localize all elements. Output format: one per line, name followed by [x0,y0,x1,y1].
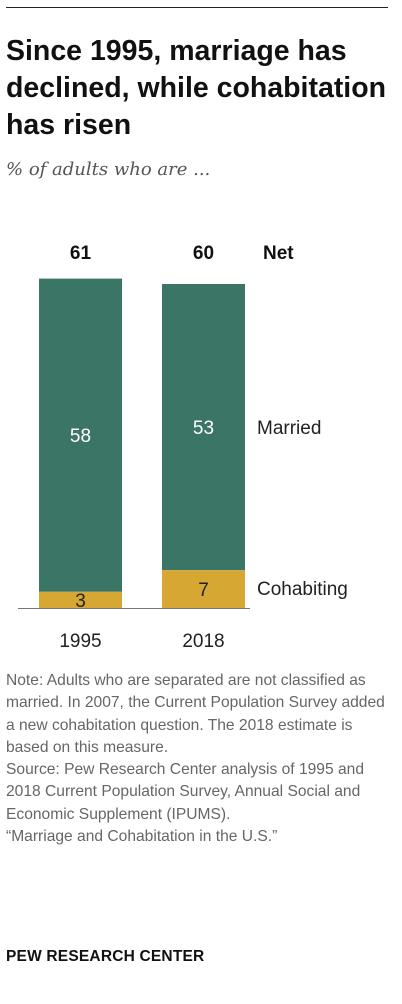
net-total-2018: 60 [193,243,214,264]
data-label-married-2018: 53 [193,418,214,439]
bar-married-2018 [162,284,245,571]
bar-cohabiting-1995 [39,591,122,608]
data-label-cohabiting-1995: 3 [75,591,86,612]
bar-cohabiting-2018 [162,570,245,608]
net-header-label: Net [263,243,294,264]
source-text: Source: Pew Research Center analysis of … [6,761,364,823]
top-rule [6,7,388,8]
footer-brand: PEW RESEARCH CENTER [6,948,205,965]
chart-subtitle: % of adults who are ... [6,159,211,180]
note-text: Note: Adults who are separated are not c… [6,672,385,756]
x-tick-label-1995: 1995 [59,631,101,652]
data-label-cohabiting-2018: 7 [198,580,209,601]
data-label-married-1995: 58 [70,426,91,447]
x-tick-label-2018: 2018 [182,631,224,652]
legend-label-married: Married [257,418,321,439]
chart-title: Since 1995, marriage has declined, while… [6,35,387,141]
net-total-1995: 61 [70,243,92,264]
report-title: “Marriage and Cohabitation in the U.S.” [6,828,278,846]
legend-label-cohabiting: Cohabiting [257,579,348,600]
bar-married-1995 [39,278,122,592]
stacked-bar-chart: 58 3 61 1995 53 7 60 2018 Net Married Cohabiting [18,243,348,652]
chart-notes: Note: Adults who are separated are not c… [6,670,396,848]
